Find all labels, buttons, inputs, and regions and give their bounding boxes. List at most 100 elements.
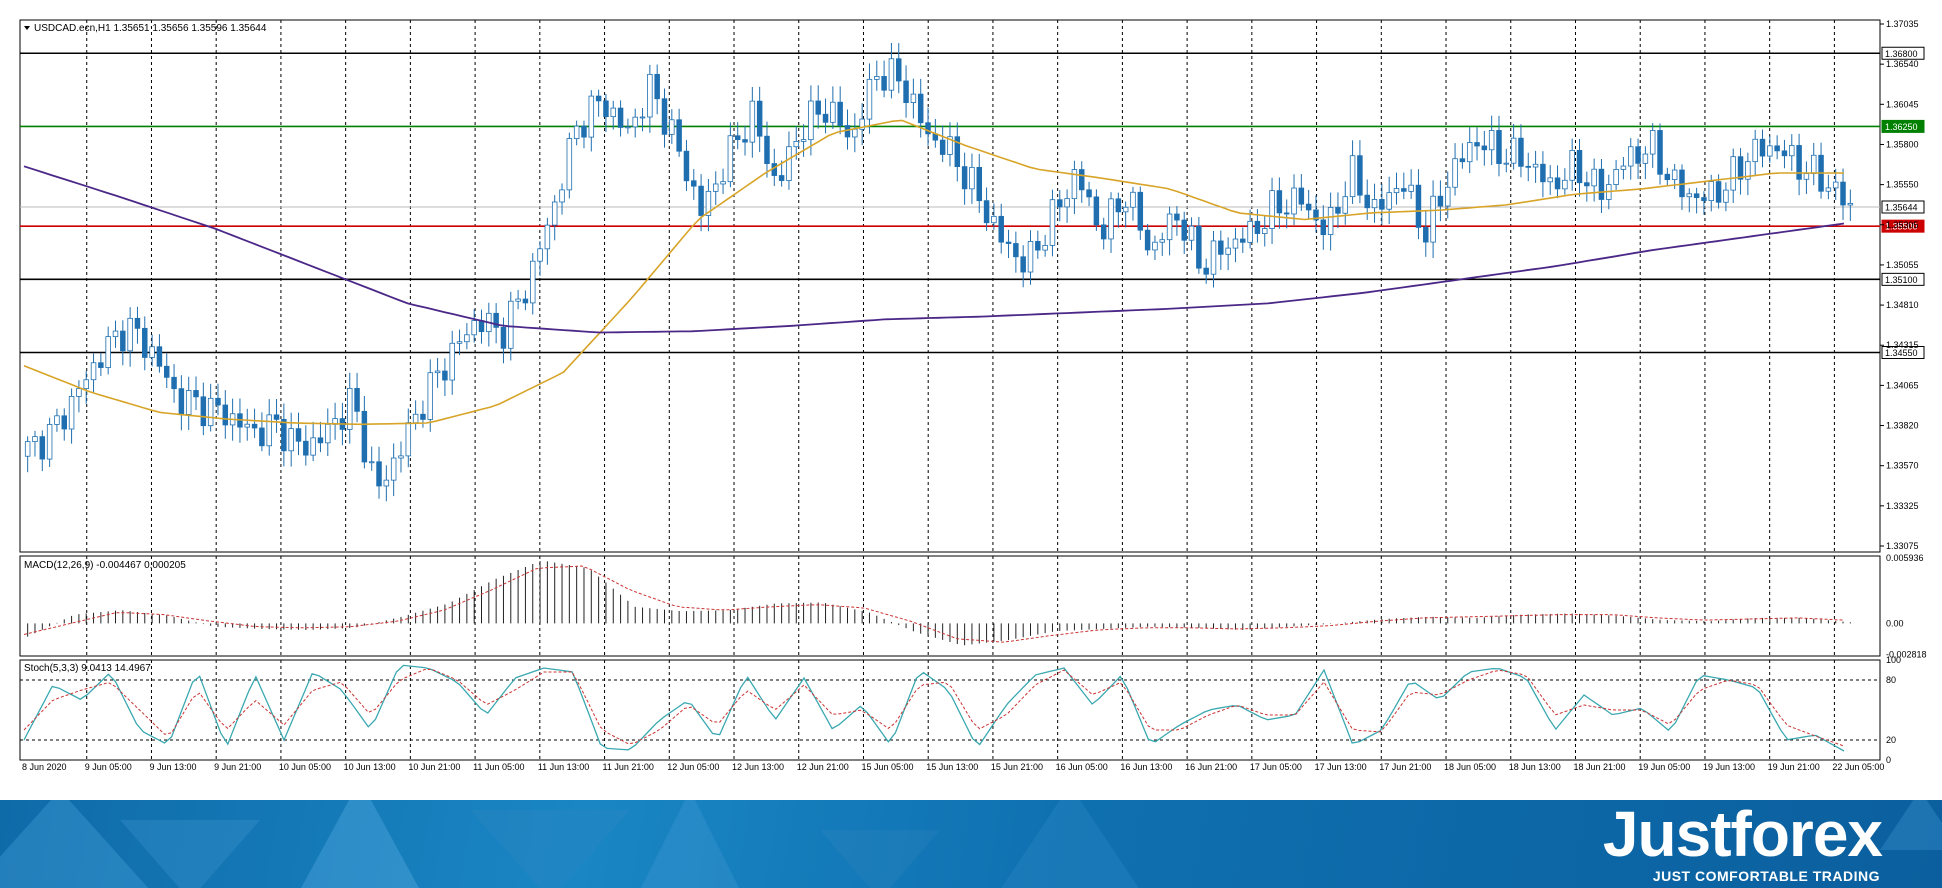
stoch-d-line bbox=[23, 668, 1845, 747]
candle-body bbox=[910, 93, 917, 103]
candle-body bbox=[1598, 168, 1605, 200]
candle-body bbox=[120, 330, 126, 352]
stoch-y-tick-label: 100 bbox=[1886, 655, 1901, 665]
candle-body bbox=[1759, 138, 1766, 157]
banner-shape bbox=[820, 830, 940, 888]
candle-body bbox=[156, 346, 163, 367]
candle-body bbox=[368, 461, 375, 464]
candle-body bbox=[1115, 198, 1122, 213]
candle-body bbox=[1393, 188, 1400, 194]
candle-body bbox=[310, 437, 316, 456]
candle-body bbox=[134, 317, 141, 329]
candle-body bbox=[1503, 162, 1510, 165]
x-tick-label: 16 Jun 05:00 bbox=[1056, 762, 1108, 772]
candle-body bbox=[1225, 247, 1231, 255]
candle-body bbox=[1459, 158, 1466, 163]
candle-body bbox=[68, 396, 75, 430]
ma-fast-line bbox=[23, 119, 1844, 426]
candle-body bbox=[1532, 163, 1539, 168]
candle-body bbox=[537, 248, 543, 262]
x-tick-label: 11 Jun 21:00 bbox=[603, 762, 654, 772]
candle-body bbox=[185, 390, 192, 415]
brand-slogan: JUST COMFORTABLE TRADING bbox=[1652, 868, 1880, 884]
candle-body bbox=[215, 397, 221, 406]
candle-body bbox=[1108, 198, 1114, 240]
candle-body bbox=[105, 336, 111, 368]
candle-body bbox=[1430, 195, 1436, 243]
candle-body bbox=[295, 428, 302, 442]
candle-body bbox=[500, 326, 507, 349]
candle-body bbox=[471, 320, 477, 336]
candle-body bbox=[112, 330, 119, 338]
candle-body bbox=[1627, 146, 1634, 167]
candle-body bbox=[1196, 225, 1202, 269]
candle-body bbox=[478, 320, 485, 333]
candle-body bbox=[1181, 219, 1187, 241]
x-tick-label: 8 Jun 2020 bbox=[22, 762, 67, 772]
candle-body bbox=[1803, 173, 1810, 180]
candle-body bbox=[1408, 184, 1414, 192]
candle-body bbox=[793, 141, 800, 148]
y-tick-label: 1.33075 bbox=[1886, 541, 1919, 551]
candle-body bbox=[625, 126, 631, 129]
candle-body bbox=[1832, 181, 1839, 189]
candle-body bbox=[1715, 181, 1722, 203]
candle-body bbox=[1708, 181, 1715, 202]
candle-body bbox=[325, 423, 331, 444]
candle-body bbox=[734, 135, 741, 140]
candle-body bbox=[193, 390, 199, 398]
candle-body bbox=[1554, 177, 1561, 190]
candle-body bbox=[1488, 130, 1495, 151]
candle-body bbox=[822, 113, 829, 123]
y-tick-label: 1.34315 bbox=[1886, 340, 1919, 350]
candle-body bbox=[1305, 203, 1312, 211]
candle-body bbox=[859, 118, 865, 130]
candle-body bbox=[1613, 169, 1619, 185]
candle-body bbox=[464, 334, 470, 343]
candle-body bbox=[317, 437, 324, 444]
candle-body bbox=[661, 98, 668, 135]
candle-body bbox=[1423, 226, 1429, 243]
candle-body bbox=[654, 73, 660, 100]
candle-body bbox=[149, 346, 155, 358]
macd-y-tick-label: 0.005936 bbox=[1886, 553, 1924, 563]
candle-body bbox=[1584, 182, 1590, 187]
candle-body bbox=[1166, 213, 1173, 241]
candle-body bbox=[1035, 241, 1041, 251]
candle-body bbox=[442, 370, 448, 381]
candle-body bbox=[1810, 154, 1817, 174]
candle-body bbox=[742, 139, 748, 143]
candle-body bbox=[1525, 165, 1532, 168]
level-price-box bbox=[1881, 346, 1925, 359]
candle-body bbox=[1100, 224, 1107, 240]
banner-shape bbox=[470, 810, 630, 888]
macd-y-tick-label: 0.00 bbox=[1886, 618, 1904, 628]
candle-body bbox=[1130, 191, 1136, 208]
x-tick-label: 15 Jun 05:00 bbox=[861, 762, 913, 772]
candle-body bbox=[1093, 196, 1100, 226]
candle-body bbox=[383, 479, 390, 487]
y-tick-label: 1.35800 bbox=[1886, 139, 1919, 149]
candle-body bbox=[837, 101, 843, 126]
candle-body bbox=[1218, 240, 1224, 255]
candles bbox=[24, 42, 1854, 502]
candle-body bbox=[1781, 150, 1788, 157]
candle-body bbox=[303, 440, 309, 456]
candle-body bbox=[1269, 190, 1275, 229]
candle-body bbox=[1137, 191, 1144, 231]
candle-body bbox=[1825, 187, 1832, 192]
triangle-down-icon[interactable] bbox=[24, 26, 30, 30]
x-tick-label: 16 Jun 13:00 bbox=[1120, 762, 1172, 772]
candle-body bbox=[398, 455, 404, 459]
candle-body bbox=[1752, 138, 1758, 163]
candle-body bbox=[1649, 130, 1656, 155]
candle-body bbox=[1693, 193, 1700, 198]
candle-body bbox=[1335, 207, 1341, 214]
candle-body bbox=[1327, 207, 1334, 236]
candle-body bbox=[1364, 194, 1370, 209]
y-tick-label: 1.35055 bbox=[1886, 260, 1919, 270]
macd-series: 0.005936 0.00 -0.002818 bbox=[23, 553, 1927, 660]
candle-body bbox=[1723, 189, 1729, 203]
x-tick-label: 19 Jun 13:00 bbox=[1703, 762, 1755, 772]
candle-body bbox=[1635, 146, 1641, 164]
